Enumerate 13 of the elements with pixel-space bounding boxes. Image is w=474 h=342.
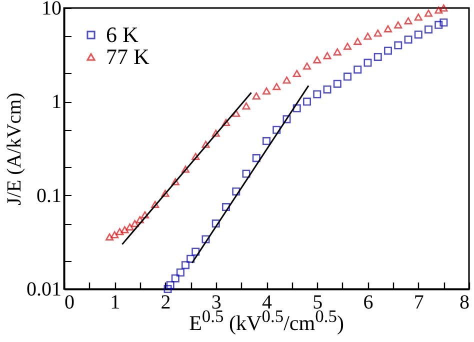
y-axis-title: J/E (A/kVcm) [4, 92, 26, 206]
x-tick-label: 2 [160, 292, 171, 314]
y-tick-label: 10 [42, 0, 62, 20]
y-tick-label: 1 [52, 91, 62, 114]
legend-label: 77 K [106, 44, 150, 69]
x-tick-label: 7 [414, 292, 424, 314]
y-tick-label: 0.01 [26, 278, 62, 300]
x-tick-label: 0 [64, 292, 74, 314]
x-tick-label: 8 [460, 292, 470, 314]
x-tick-label: 6 [363, 292, 374, 314]
x-tick-label: 1 [110, 292, 120, 314]
y-tick-label: 0.1 [36, 184, 62, 207]
legend-label: 6 K [106, 22, 138, 47]
